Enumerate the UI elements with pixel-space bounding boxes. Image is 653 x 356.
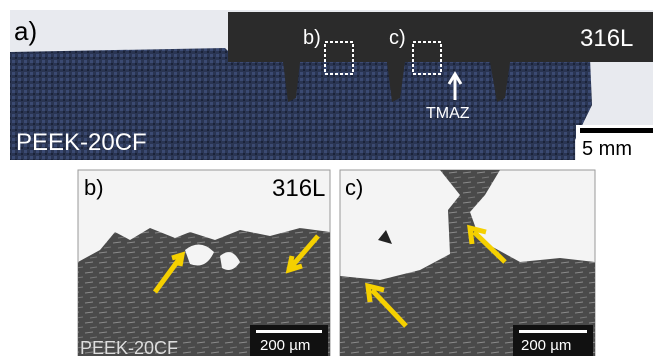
panel-a: a) b) c) 316L TMAZ PEEK-20CF 5 mm <box>10 10 653 160</box>
material-label: 316L <box>580 25 633 52</box>
material-label: PEEK-20CF <box>80 338 178 356</box>
inset-label: b) <box>303 27 321 49</box>
material-label: 316L <box>272 175 325 202</box>
scale-label: 200 µm <box>521 337 571 354</box>
panel-label: a) <box>14 16 37 46</box>
panel-label: c) <box>345 175 363 200</box>
panel-c: c) 200 µm <box>340 170 595 356</box>
inset-label: c) <box>389 27 406 49</box>
figure: a) b) c) 316L TMAZ PEEK-20CF 5 mm b) 316… <box>0 0 653 356</box>
scale-label: 200 µm <box>260 337 310 354</box>
panel-label: b) <box>84 175 104 200</box>
zone-label: TMAZ <box>426 105 470 122</box>
scale-bar <box>580 128 653 133</box>
panel-b: b) 316L PEEK-20CF 200 µm <box>78 170 330 356</box>
scale-bar <box>256 330 322 333</box>
material-label: PEEK-20CF <box>16 129 147 156</box>
scale-bar <box>519 330 587 333</box>
page: {"panel_a": {"label": "a)", "inset_b": "… <box>0 0 653 356</box>
scale-label: 5 mm <box>582 138 632 160</box>
